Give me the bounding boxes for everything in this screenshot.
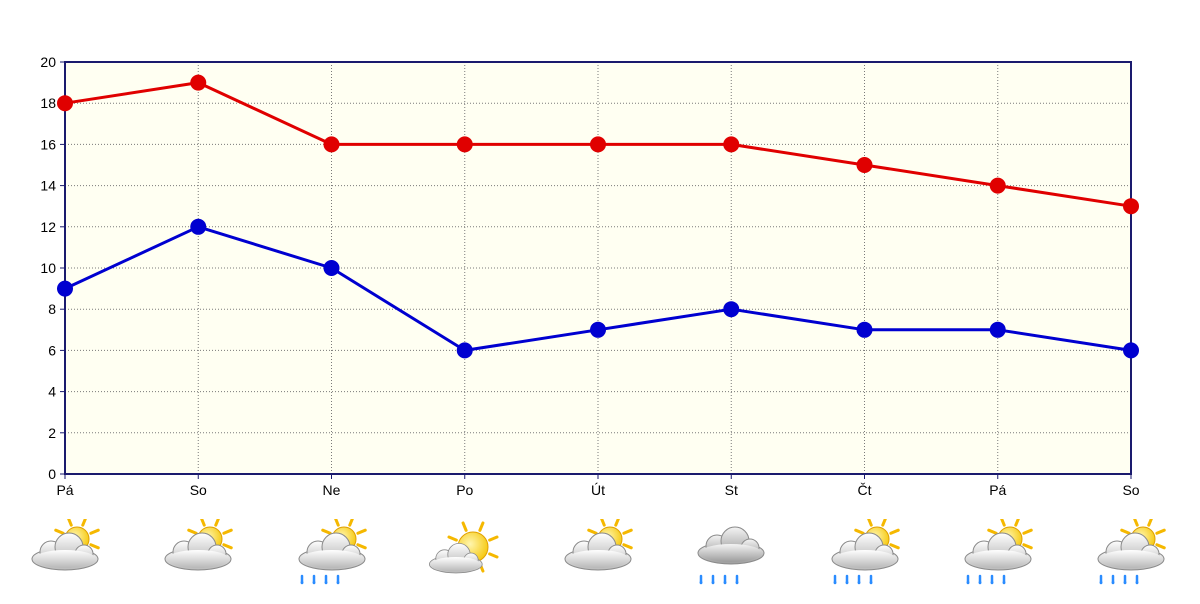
data-point bbox=[590, 321, 606, 338]
y-tick-label: 14 bbox=[40, 178, 56, 194]
data-point bbox=[856, 157, 873, 173]
cloud-rain-icon bbox=[693, 519, 773, 599]
weather-icons-row bbox=[0, 515, 1200, 600]
x-tick-label: Út bbox=[591, 482, 605, 498]
y-tick-label: 18 bbox=[40, 95, 56, 111]
sun-behind-cloud-icon bbox=[27, 516, 107, 599]
y-axis-ticks: 0 2 4 6 8 10 12 14 16 18 20 bbox=[40, 54, 56, 482]
data-point bbox=[856, 321, 873, 338]
data-point bbox=[590, 136, 606, 153]
data-point bbox=[989, 321, 1006, 338]
x-tick-label: Ne bbox=[323, 482, 341, 498]
data-point bbox=[190, 218, 207, 235]
x-tick-label: Pá bbox=[56, 482, 73, 498]
y-tick-label: 10 bbox=[40, 260, 56, 276]
x-tick-label: Po bbox=[456, 482, 473, 498]
data-point bbox=[190, 74, 207, 91]
data-point bbox=[1123, 342, 1139, 359]
data-point bbox=[1123, 198, 1139, 215]
data-point bbox=[323, 136, 340, 153]
sun-cloud-rain-icon bbox=[294, 516, 374, 599]
data-point bbox=[456, 136, 473, 153]
data-point bbox=[723, 136, 740, 153]
data-point bbox=[989, 177, 1006, 194]
sun-behind-cloud-icon bbox=[560, 516, 640, 599]
temperature-chart: 0 2 4 6 8 10 12 14 16 18 20 Pá So Ne Po Út St Čt Pá So bbox=[40, 54, 1139, 498]
x-axis-ticks: Pá So Ne Po Út St Čt Pá So bbox=[56, 482, 1139, 498]
x-tick-label: St bbox=[725, 482, 738, 498]
series-points bbox=[57, 74, 1139, 359]
axes bbox=[60, 61, 1132, 479]
y-tick-label: 6 bbox=[48, 342, 56, 358]
sun-cloud-rain-icon bbox=[827, 516, 907, 599]
y-tick-label: 16 bbox=[40, 136, 56, 152]
sun-cloud-rain-icon bbox=[960, 516, 1040, 599]
y-tick-label: 8 bbox=[48, 301, 56, 317]
y-tick-label: 4 bbox=[48, 384, 56, 400]
y-tick-label: 12 bbox=[40, 219, 56, 235]
y-tick-label: 0 bbox=[48, 466, 56, 482]
data-point bbox=[723, 301, 740, 318]
sun-behind-cloud-icon bbox=[160, 516, 240, 599]
data-point bbox=[323, 260, 340, 276]
data-point bbox=[456, 342, 473, 359]
x-tick-label: So bbox=[190, 482, 207, 498]
sun-cloud-rain-icon bbox=[1093, 516, 1173, 599]
x-tick-label: Čt bbox=[858, 482, 872, 498]
x-tick-label: So bbox=[1122, 482, 1139, 498]
sun-mostly-clear-icon bbox=[427, 519, 507, 599]
y-tick-label: 2 bbox=[48, 425, 56, 441]
data-point bbox=[57, 95, 73, 112]
x-tick-label: Pá bbox=[989, 482, 1006, 498]
y-tick-label: 20 bbox=[40, 54, 56, 70]
data-point bbox=[57, 280, 73, 297]
